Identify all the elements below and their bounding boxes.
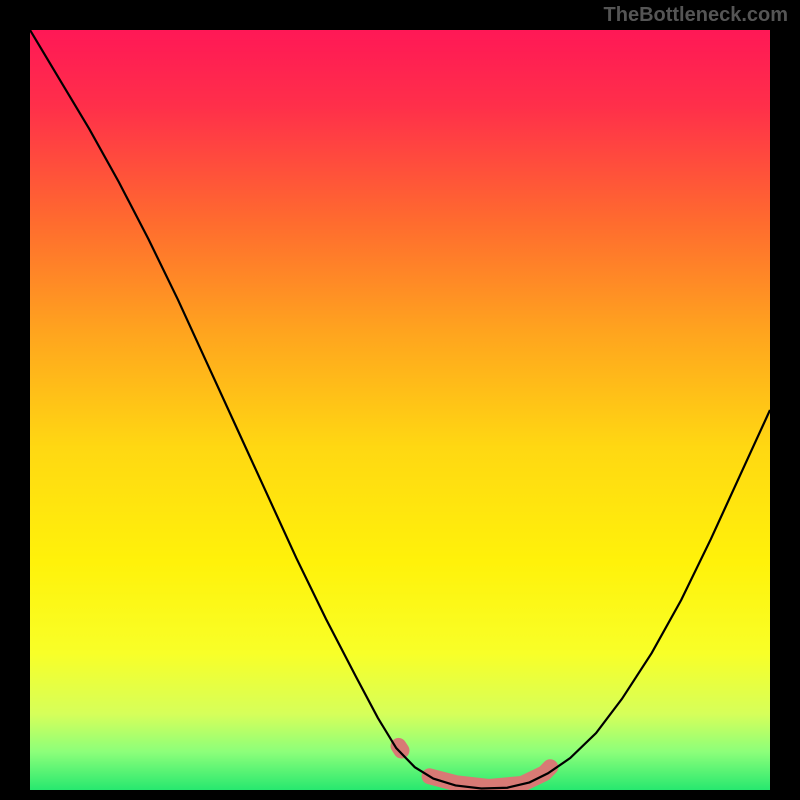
highlight-segments (399, 746, 551, 787)
curve-layer (30, 30, 770, 790)
bottleneck-curve (30, 30, 770, 788)
watermark-text: TheBottleneck.com (604, 4, 788, 27)
plot-area (30, 30, 770, 790)
